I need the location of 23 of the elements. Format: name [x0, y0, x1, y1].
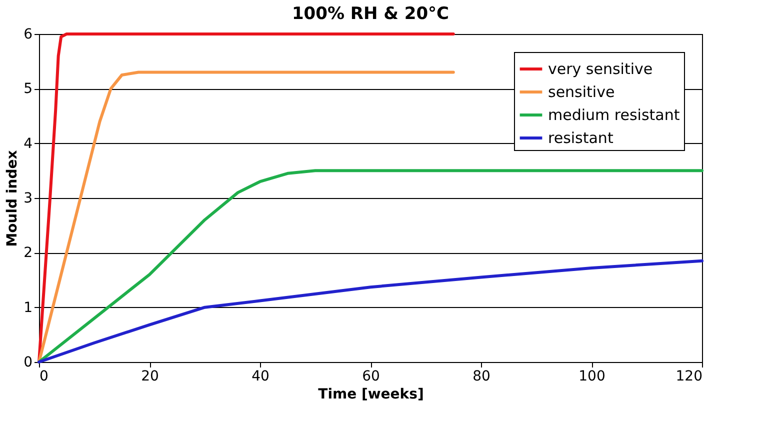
y-tick-label: 4 — [24, 136, 33, 152]
line-series — [38, 169, 704, 364]
y-axis-title: Mould index — [4, 150, 21, 247]
x-tick-label: 120 — [676, 368, 702, 384]
y-tick-label: 6 — [24, 26, 33, 42]
x-tick-label: 60 — [362, 368, 380, 384]
y-tick-label: 5 — [24, 81, 32, 98]
x-tick-label: 80 — [472, 368, 490, 384]
legend-label: very sensitive — [548, 60, 653, 78]
legend-label: sensitive — [548, 83, 615, 101]
y-tick-label: 2 — [24, 245, 32, 262]
y-tick-label: 1 — [24, 300, 32, 316]
x-tick-label: 0 — [40, 368, 48, 384]
x-axis-title: Time [weeks] — [318, 386, 424, 402]
y-tick-label: 3 — [24, 190, 32, 206]
y-tick-label: 0 — [24, 354, 32, 370]
chart-title: 100% RH & 20°C — [292, 4, 450, 24]
legend-label: resistant — [548, 129, 614, 147]
legend-label: medium resistant — [548, 106, 680, 124]
x-tick-label: 40 — [252, 368, 270, 384]
line-series — [38, 259, 704, 364]
x-tick-label: 100 — [578, 368, 606, 384]
x-tick-label: 20 — [141, 368, 159, 384]
